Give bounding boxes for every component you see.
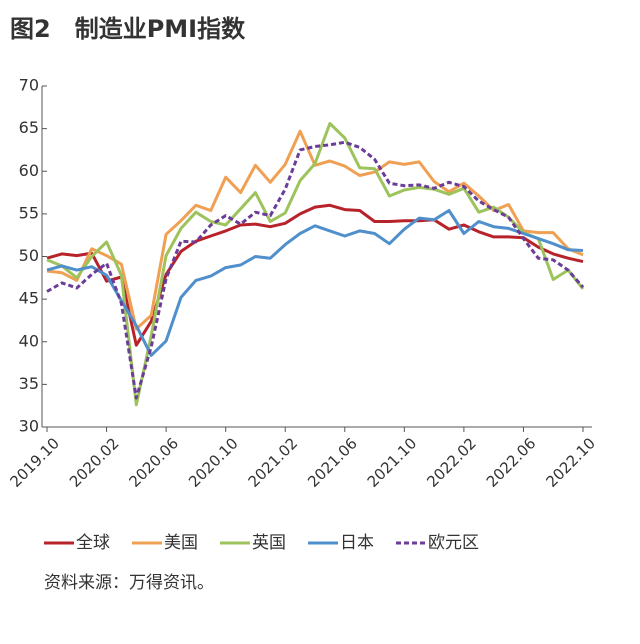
series-line <box>46 122 585 407</box>
source-note: 资料来源：万得资讯。 <box>44 573 214 593</box>
series-line <box>46 209 584 357</box>
y-tick-label: 30 <box>19 417 39 436</box>
y-tick-label: 50 <box>19 246 39 265</box>
y-tick-label: 40 <box>19 331 39 350</box>
x-tick-label: 2019.10 <box>6 434 63 491</box>
x-tick-label: 2021.02 <box>245 434 302 491</box>
chart-title: 图2 制造业PMI指数 <box>10 15 246 43</box>
x-tick-label: 2020.02 <box>66 434 123 491</box>
series-line <box>46 203 584 347</box>
legend-label: 欧元区 <box>428 533 479 553</box>
legend-label: 美国 <box>164 533 198 553</box>
legend-label: 全球 <box>76 533 110 553</box>
y-tick-label: 35 <box>19 374 39 393</box>
x-tick-label: 2021.10 <box>364 434 421 491</box>
y-tick-label: 45 <box>19 289 39 308</box>
x-tick-label: 2022.02 <box>423 434 480 491</box>
legend-label: 英国 <box>252 533 286 553</box>
x-tick-label: 2021.06 <box>304 434 361 491</box>
y-tick-label: 65 <box>19 118 39 137</box>
x-tick-label: 2022.10 <box>542 434 599 491</box>
series-line <box>46 140 585 400</box>
x-tick-label: 2020.10 <box>185 434 242 491</box>
legend-label: 日本 <box>340 533 374 553</box>
x-tick-label: 2020.06 <box>126 434 183 491</box>
y-tick-label: 70 <box>19 76 39 95</box>
y-tick-label: 55 <box>19 203 39 222</box>
x-tick-label: 2022.06 <box>483 434 540 491</box>
y-tick-label: 60 <box>19 161 39 180</box>
